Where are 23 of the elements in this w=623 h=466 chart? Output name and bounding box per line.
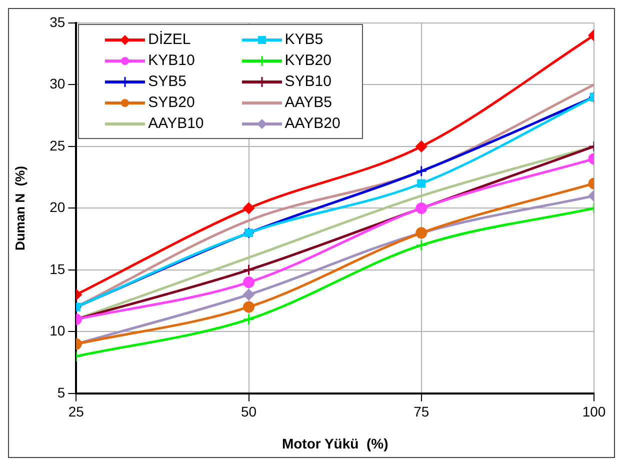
- x-axis-title: Motor Yükü (%): [282, 435, 388, 452]
- x-tick-label: 75: [414, 404, 430, 420]
- y-axis-title: Duman N (%): [12, 166, 28, 250]
- legend-label: AAYB20: [284, 114, 340, 134]
- legend-label: DİZEL: [148, 30, 191, 50]
- y-tick-label: 35: [50, 14, 66, 30]
- x-tick-label: 100: [582, 404, 606, 420]
- legend-label: SYB20: [148, 93, 195, 113]
- y-tick-label: 25: [50, 137, 66, 154]
- legend-label: KYB10: [148, 51, 195, 71]
- legend-label: KYB20: [284, 51, 332, 71]
- y-tick-label: 20: [50, 199, 66, 216]
- y-tick-label: 5: [57, 384, 66, 400]
- x-tick-label: 50: [240, 404, 257, 420]
- legend-label: AAYB10: [148, 114, 204, 134]
- y-tick-label: 15: [50, 260, 66, 277]
- legend-label: KYB5: [284, 30, 324, 50]
- x-tick-label: 25: [68, 404, 84, 420]
- y-tick-label: 10: [50, 322, 66, 339]
- legend-label: AAYB5: [284, 93, 332, 113]
- legend-label: SYB5: [148, 72, 187, 92]
- y-tick-label: 30: [50, 76, 66, 92]
- legend-label: SYB10: [284, 72, 332, 92]
